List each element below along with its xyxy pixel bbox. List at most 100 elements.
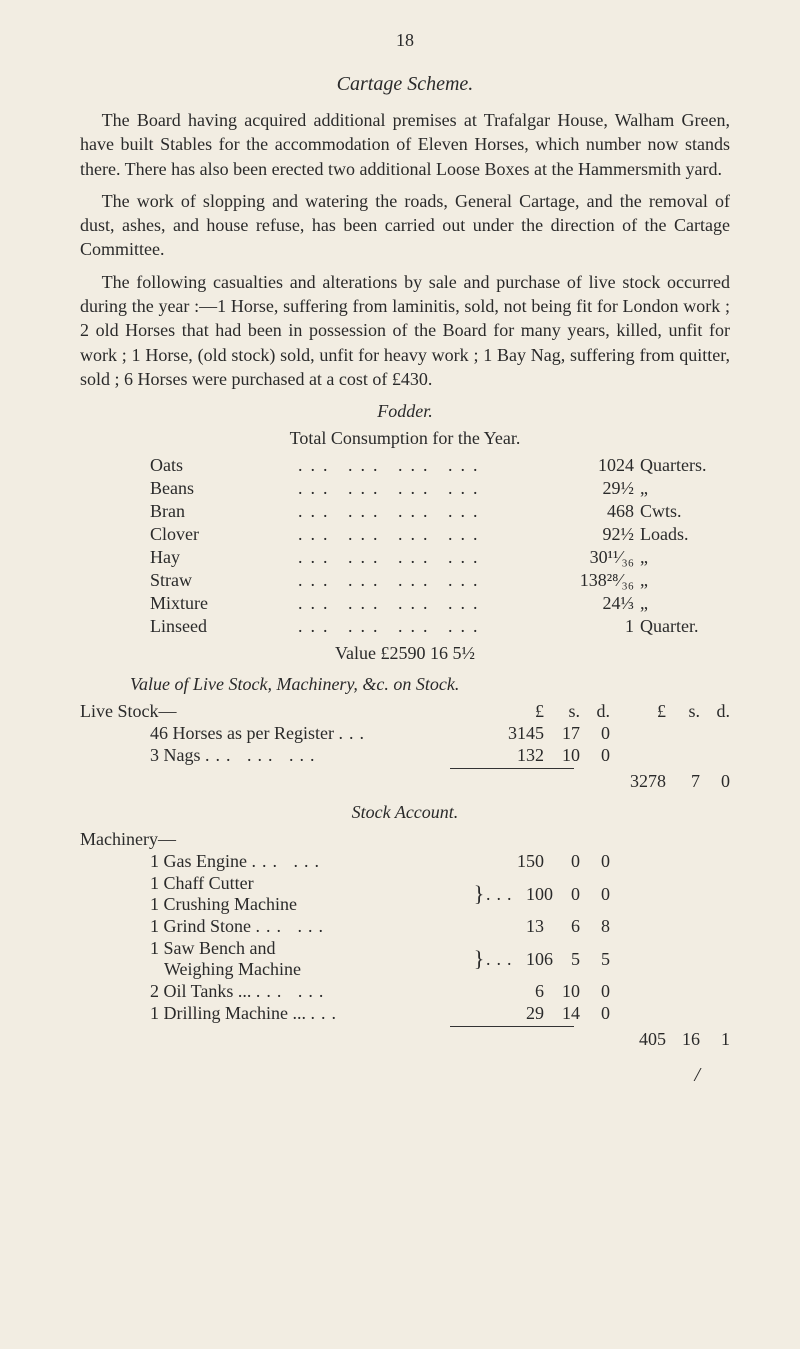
fodder-unit: Loads. [640, 524, 730, 545]
col-s2: s. [666, 701, 700, 722]
col-L: £ [486, 701, 544, 722]
val-d: 0 [580, 723, 610, 744]
total-d: 0 [700, 771, 730, 792]
fodder-item: Oats [80, 455, 290, 476]
mach-item-text: 2 Oil Tanks ... [150, 981, 251, 1001]
val-s: 0 [544, 884, 580, 905]
fodder-item: Hay [80, 547, 290, 568]
val-s: 5 [544, 949, 580, 970]
machinery-row: 1 Grind Stone ... ... 13 6 8 [80, 916, 730, 937]
mach-item-brace: 1 Chaff Cutter 1 Crushing Machine [80, 873, 472, 915]
live-stock-total: 3278 7 0 [80, 771, 730, 792]
dots: ... [486, 949, 526, 970]
col-s: s. [544, 701, 580, 722]
machinery-row: 1 Gas Engine ... ... 150 0 0 [80, 851, 730, 872]
rule-icon [450, 768, 574, 769]
page-number: 18 [80, 30, 730, 51]
val-L: 106 [526, 949, 544, 970]
val-d: 0 [580, 745, 610, 766]
val-s: 10 [544, 745, 580, 766]
fodder-subtitle: Total Consumption for the Year. [80, 428, 730, 449]
val-L: 6 [486, 981, 544, 1002]
machinery-row: 2 Oil Tanks ... ... ... 6 10 0 [80, 981, 730, 1002]
fodder-qty: 468 [544, 501, 640, 522]
fodder-unit: „ [640, 570, 730, 591]
mach-item-text: 1 Gas Engine [150, 851, 247, 871]
fodder-dots: ... ... ... ... [290, 547, 544, 568]
val-d: 0 [580, 851, 610, 872]
fodder-dots: ... ... ... ... [290, 478, 544, 499]
mach-item: 1 Gas Engine ... ... [80, 851, 486, 872]
mach-item: 1 Grind Stone ... ... [80, 916, 486, 937]
val-d: 5 [580, 949, 610, 970]
fodder-unit: Quarters. [640, 455, 730, 476]
stock-item: 3 Nags ... ... ... [80, 745, 486, 766]
fodder-unit: „ [640, 547, 730, 568]
value-stock-title: Value of Live Stock, Machinery, &c. on S… [130, 674, 730, 695]
fodder-row: Clover ... ... ... ... 92½ Loads. [80, 524, 730, 545]
live-stock-header-row: Live Stock— £ s. d. £ s. d. [80, 701, 730, 722]
fodder-qty: 24⅓ [544, 593, 640, 614]
fodder-row: Hay ... ... ... ... 30¹¹⁄₃₆ „ [80, 547, 730, 568]
fodder-qty: 138²⁸⁄₃₆ [544, 570, 640, 591]
mach-item-text: 1 Drilling Machine ... [150, 1003, 306, 1023]
dots: ... [338, 723, 370, 743]
brace-icon: } [472, 946, 486, 972]
mach-item-b: Weighing Machine [150, 959, 472, 980]
fodder-row: Mixture ... ... ... ... 24⅓ „ [80, 593, 730, 614]
fodder-dots: ... ... ... ... [290, 501, 544, 522]
val-L: 3145 [486, 723, 544, 744]
cartage-para-3: The following casualties and alterations… [80, 270, 730, 391]
fodder-dots: ... ... ... ... [290, 455, 544, 476]
fodder-item: Mixture [80, 593, 290, 614]
mach-item-a: 1 Chaff Cutter [150, 873, 472, 894]
val-s: 6 [544, 916, 580, 937]
fodder-qty: 1024 [544, 455, 640, 476]
val-s: 0 [544, 851, 580, 872]
fodder-item: Bran [80, 501, 290, 522]
val-L: 132 [486, 745, 544, 766]
fodder-qty: 92½ [544, 524, 640, 545]
col-d2: d. [700, 701, 730, 722]
machinery-row: 1 Saw Bench and Weighing Machine } ... 1… [80, 938, 730, 980]
dots: ... [310, 1003, 342, 1023]
dots: ... ... [251, 851, 325, 871]
total-s: 7 [666, 771, 700, 792]
dots: ... ... ... [205, 745, 321, 765]
mach-item-a: 1 Saw Bench and [150, 938, 472, 959]
machinery-total: 405 16 1 [80, 1029, 730, 1050]
fodder-item: Linseed [80, 616, 290, 637]
live-stock-header: Live Stock— [80, 701, 486, 722]
dots: ... ... [256, 981, 330, 1001]
total-L: 405 [610, 1029, 666, 1050]
stock-item-text: 46 Horses as per Register [150, 723, 334, 743]
total-L: 3278 [610, 771, 666, 792]
mach-item: 1 Drilling Machine ... ... [80, 1003, 486, 1024]
fodder-unit: Cwts. [640, 501, 730, 522]
mach-item-text: 1 Grind Stone [150, 916, 251, 936]
mach-item-b: 1 Crushing Machine [150, 894, 472, 915]
fodder-row: Beans ... ... ... ... 29½ „ [80, 478, 730, 499]
fodder-dots: ... ... ... ... [290, 570, 544, 591]
machinery-header: Machinery— [80, 829, 730, 850]
machinery-row: 1 Chaff Cutter 1 Crushing Machine } ... … [80, 873, 730, 915]
fodder-unit: „ [640, 478, 730, 499]
val-d: 0 [580, 1003, 610, 1024]
val-s: 10 [544, 981, 580, 1002]
page: 18 Cartage Scheme. The Board having acqu… [0, 0, 800, 1127]
val-d: 0 [580, 884, 610, 905]
fodder-item: Clover [80, 524, 290, 545]
rule-icon [450, 1026, 574, 1027]
fodder-dots: ... ... ... ... [290, 524, 544, 545]
fodder-value-line: Value £2590 16 5½ [80, 643, 730, 664]
fodder-row: Oats ... ... ... ... 1024 Quarters. [80, 455, 730, 476]
fodder-dots: ... ... ... ... [290, 593, 544, 614]
val-s: 14 [544, 1003, 580, 1024]
col-L2: £ [610, 701, 666, 722]
live-stock-row: 46 Horses as per Register ... 3145 17 0 [80, 723, 730, 744]
fodder-unit: „ [640, 593, 730, 614]
val-d: 0 [580, 981, 610, 1002]
slash-mark: / [80, 1064, 730, 1087]
fodder-qty: 29½ [544, 478, 640, 499]
col-d: d. [580, 701, 610, 722]
